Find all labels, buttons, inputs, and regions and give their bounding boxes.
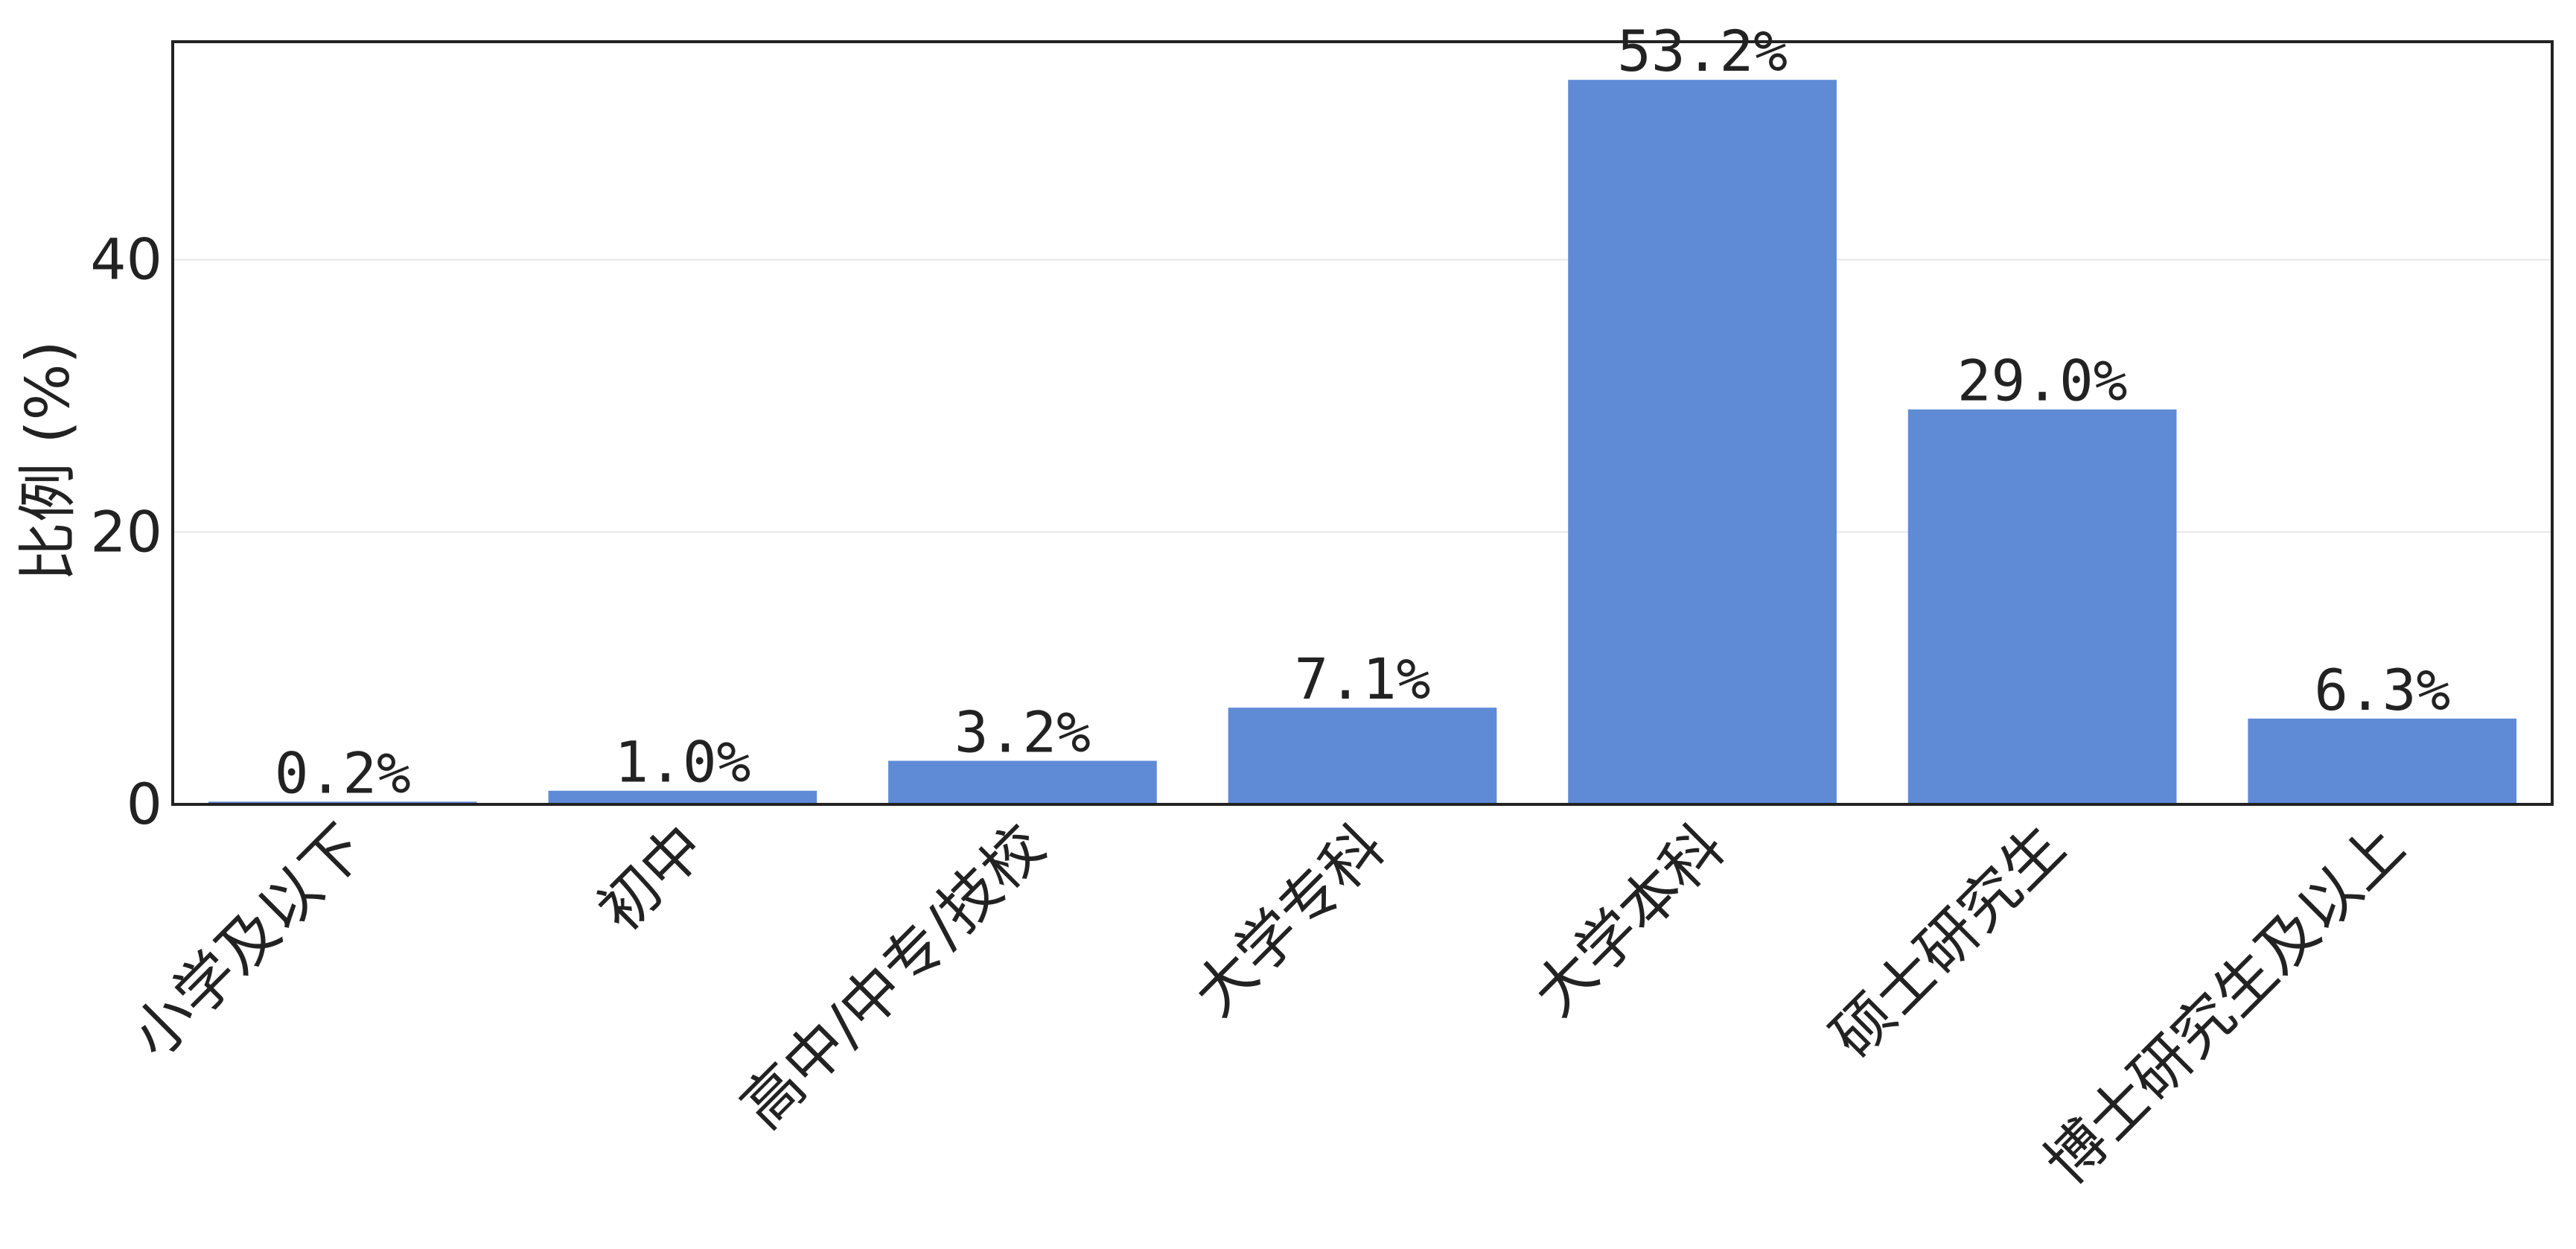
x-tick-label: 大学本科: [1520, 812, 1738, 1029]
data-label: 3.2%: [954, 699, 1091, 765]
bars: [208, 80, 2517, 804]
x-tick-label: 初中: [584, 812, 718, 945]
plot-frame: [171, 40, 2554, 806]
data-label: 53.2%: [1617, 18, 1788, 84]
y-axis-ticks: 0 20 40: [90, 226, 162, 837]
data-label: 29.0%: [1957, 348, 2128, 414]
bar: [548, 790, 817, 804]
bar: [1907, 409, 2177, 804]
y-tick-label: 20: [90, 498, 162, 565]
x-tick-label: 博士研究生及以上: [2032, 812, 2417, 1198]
bar: [888, 760, 1157, 804]
data-label: 6.3%: [2314, 657, 2450, 723]
x-tick-label: 小学及以下: [118, 812, 378, 1072]
data-label: 1.0%: [614, 729, 750, 795]
y-tick-label: 0: [127, 771, 162, 837]
bar: [2248, 718, 2517, 804]
data-labels: 0.2% 1.0% 3.2% 7.1% 53.2% 29.0% 6.3%: [275, 18, 2450, 806]
data-label: 0.2%: [275, 740, 411, 806]
y-tick-label: 40: [90, 226, 162, 293]
x-tick-label: 大学专科: [1180, 812, 1397, 1029]
x-tick-label: 高中/中专/技校: [728, 812, 1058, 1142]
data-label: 7.1%: [1294, 646, 1430, 712]
gridlines: [173, 258, 2552, 533]
x-tick-label: 硕士研究生: [1818, 812, 2078, 1072]
bar: [1568, 80, 1837, 804]
bar: [1228, 708, 1497, 804]
y-axis-title: 比例 (%): [13, 340, 83, 582]
